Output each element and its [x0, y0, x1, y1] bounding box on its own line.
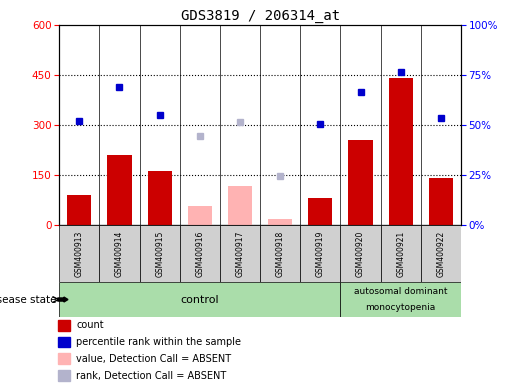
Text: GSM400919: GSM400919 [316, 230, 325, 276]
Bar [148, 171, 171, 225]
Text: GSM400916: GSM400916 [195, 230, 204, 276]
Text: control: control [180, 295, 219, 305]
Bar [58, 337, 71, 348]
Text: GSM400921: GSM400921 [396, 230, 405, 276]
Text: GSM400913: GSM400913 [75, 230, 84, 276]
Text: GSM400920: GSM400920 [356, 230, 365, 276]
Bar [220, 225, 260, 282]
Text: disease state: disease state [0, 295, 57, 305]
Bar [340, 225, 381, 282]
Text: GSM400914: GSM400914 [115, 230, 124, 276]
Text: percentile rank within the sample: percentile rank within the sample [76, 337, 242, 347]
Bar [300, 225, 340, 282]
Text: GSM400922: GSM400922 [436, 230, 445, 276]
Bar [340, 282, 461, 317]
Bar [58, 353, 71, 364]
Bar [58, 370, 71, 381]
Text: GSM400918: GSM400918 [276, 230, 285, 276]
Bar [59, 282, 340, 317]
Text: autosomal dominant: autosomal dominant [354, 287, 448, 296]
Text: GSM400917: GSM400917 [235, 230, 245, 276]
Text: value, Detection Call = ABSENT: value, Detection Call = ABSENT [76, 354, 231, 364]
Bar [108, 155, 131, 225]
Text: rank, Detection Call = ABSENT: rank, Detection Call = ABSENT [76, 371, 227, 381]
Bar [429, 178, 453, 225]
Bar [99, 225, 140, 282]
Bar [228, 186, 252, 225]
Bar [180, 225, 220, 282]
Text: count: count [76, 320, 104, 330]
Bar [59, 225, 99, 282]
Text: monocytopenia: monocytopenia [366, 303, 436, 312]
Bar [349, 140, 372, 225]
Bar [268, 218, 292, 225]
Bar [188, 206, 212, 225]
Bar [260, 225, 300, 282]
Bar [381, 225, 421, 282]
Title: GDS3819 / 206314_at: GDS3819 / 206314_at [181, 8, 339, 23]
Bar [308, 198, 332, 225]
Bar [140, 225, 180, 282]
Bar [67, 195, 91, 225]
Bar [421, 225, 461, 282]
Text: GSM400915: GSM400915 [155, 230, 164, 276]
Bar [58, 320, 71, 331]
Bar [389, 78, 413, 225]
